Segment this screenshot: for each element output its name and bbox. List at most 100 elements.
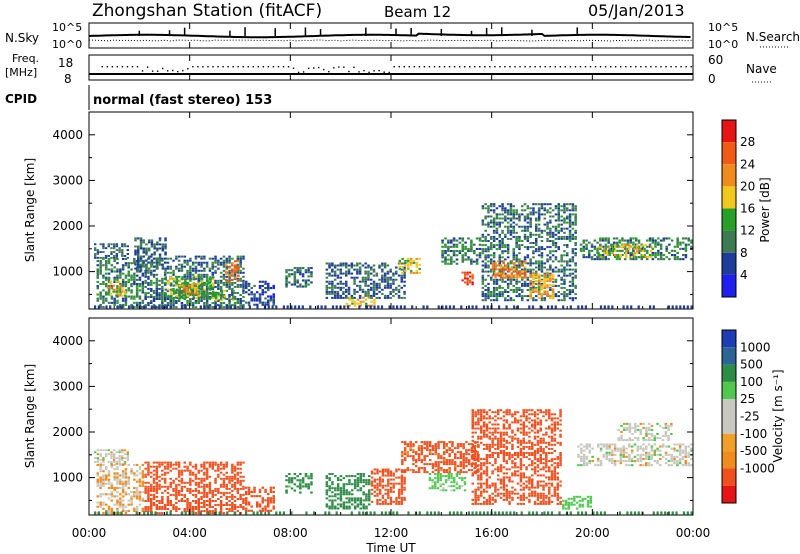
data-cell bbox=[155, 508, 159, 510]
data-cell bbox=[107, 245, 110, 248]
data-cell bbox=[506, 217, 510, 220]
data-cell bbox=[139, 241, 143, 244]
data-cell bbox=[245, 497, 248, 500]
data-cell bbox=[205, 283, 209, 286]
data-cell bbox=[336, 268, 340, 271]
data-cell bbox=[194, 257, 198, 260]
data-cell bbox=[116, 274, 119, 277]
data-cell bbox=[113, 266, 116, 269]
data-cell bbox=[373, 480, 376, 483]
data-cell bbox=[475, 247, 479, 250]
data-cell bbox=[365, 481, 368, 484]
data-cell bbox=[448, 461, 451, 464]
data-cell bbox=[462, 443, 465, 446]
data-cell bbox=[222, 269, 226, 272]
data-cell bbox=[345, 282, 348, 285]
data-cell bbox=[415, 453, 418, 456]
data-cell bbox=[521, 213, 524, 216]
data-cell bbox=[501, 229, 504, 232]
data-cell bbox=[236, 467, 240, 470]
data-cell bbox=[237, 278, 240, 281]
data-cell bbox=[353, 479, 357, 482]
data-cell bbox=[444, 258, 447, 261]
data-cell bbox=[515, 264, 518, 267]
data-cell bbox=[116, 501, 119, 504]
data-cell bbox=[348, 505, 351, 508]
data-cell bbox=[217, 473, 220, 476]
data-cell bbox=[328, 505, 331, 508]
data-cell bbox=[126, 256, 129, 259]
data-cell bbox=[180, 471, 184, 474]
data-cell bbox=[619, 256, 622, 258]
data-cell bbox=[336, 489, 340, 492]
data-cell bbox=[113, 251, 116, 253]
data-cell bbox=[462, 445, 465, 448]
data-cell bbox=[208, 304, 212, 307]
data-cell bbox=[392, 478, 395, 481]
freq-tick-high: 18 bbox=[58, 56, 73, 70]
data-cell bbox=[378, 278, 381, 281]
data-cell bbox=[178, 294, 181, 297]
data-cell bbox=[406, 455, 410, 458]
data-cell bbox=[404, 269, 407, 272]
data-cell bbox=[331, 264, 334, 267]
data-cell bbox=[687, 237, 690, 240]
data-cell bbox=[563, 286, 566, 289]
data-cell bbox=[186, 500, 189, 502]
data-cell bbox=[261, 280, 264, 283]
data-cell bbox=[96, 459, 100, 461]
data-cell bbox=[118, 249, 121, 251]
data-cell bbox=[293, 273, 297, 276]
data-cell bbox=[471, 283, 474, 286]
data-cell bbox=[400, 480, 404, 483]
data-cell bbox=[110, 482, 114, 485]
data-cell bbox=[247, 301, 251, 304]
data-cell bbox=[481, 280, 485, 283]
data-cell bbox=[184, 296, 187, 299]
data-cell bbox=[239, 487, 242, 490]
data-cell bbox=[211, 489, 214, 492]
data-cell bbox=[509, 280, 513, 283]
data-cell bbox=[459, 457, 463, 460]
data-cell bbox=[462, 453, 465, 456]
data-cell bbox=[141, 480, 145, 483]
data-cell bbox=[546, 260, 549, 263]
data-cell bbox=[161, 506, 164, 508]
data-cell bbox=[648, 237, 652, 240]
data-cell bbox=[463, 483, 467, 486]
data-cell bbox=[549, 219, 552, 222]
data-cell bbox=[164, 239, 167, 242]
data-cell bbox=[512, 217, 515, 220]
data-cell bbox=[442, 489, 445, 492]
data-cell bbox=[523, 209, 527, 212]
data-cell bbox=[667, 305, 670, 309]
data-cell bbox=[581, 305, 584, 309]
data-cell bbox=[155, 504, 159, 506]
data-cell bbox=[526, 262, 530, 265]
data-cell bbox=[654, 245, 657, 248]
data-cell bbox=[412, 457, 415, 460]
data-cell bbox=[219, 508, 223, 510]
data-cell bbox=[515, 213, 518, 216]
data-cell bbox=[518, 272, 522, 275]
data-cell bbox=[356, 290, 359, 293]
data-cell bbox=[123, 292, 127, 295]
data-cell bbox=[182, 288, 186, 291]
data-cell bbox=[135, 470, 139, 473]
nave-dot bbox=[333, 67, 335, 69]
data-cell bbox=[203, 493, 206, 496]
data-cell bbox=[211, 467, 214, 470]
data-cell bbox=[144, 485, 147, 488]
data-cell bbox=[161, 281, 164, 284]
data-cell bbox=[225, 504, 228, 506]
data-cell bbox=[615, 241, 619, 244]
data-cell bbox=[392, 272, 395, 275]
data-cell bbox=[110, 466, 114, 469]
data-cell bbox=[439, 473, 442, 475]
data-cell bbox=[347, 268, 351, 271]
data-cell bbox=[654, 243, 657, 246]
data-cell bbox=[452, 237, 456, 240]
data-cell bbox=[163, 271, 167, 274]
nave-dot bbox=[685, 66, 687, 68]
data-cell bbox=[203, 473, 206, 476]
